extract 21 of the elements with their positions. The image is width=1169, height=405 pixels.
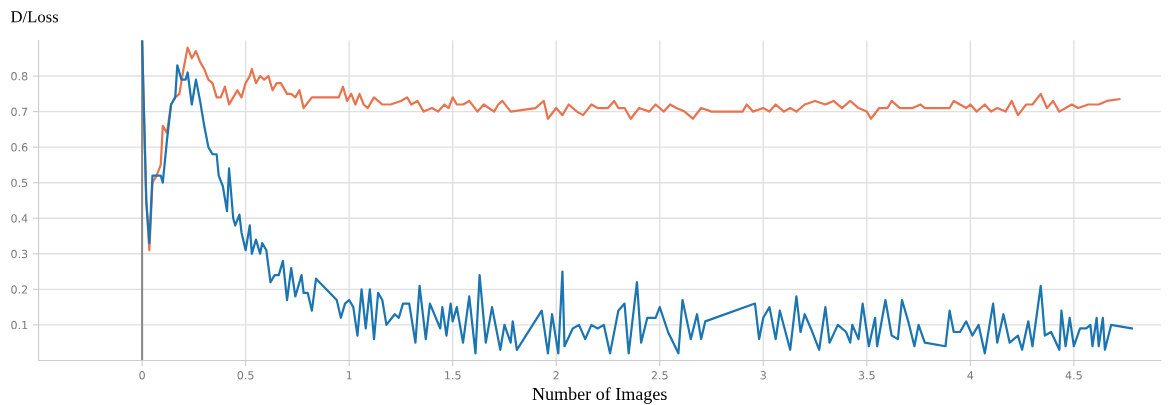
line-series: [140, 40, 1133, 355]
y-tick-label: 0.2: [11, 285, 28, 294]
y-tick-label: 0.5: [11, 178, 28, 188]
y-tick-label: 0.1: [11, 320, 28, 330]
y-tick-label: 0.4: [11, 214, 28, 223]
y-tick-label: 0.8: [11, 72, 28, 81]
chart-title: D/Loss: [11, 11, 59, 23]
x-tick-label: 3.5: [858, 371, 875, 380]
x-tick-label: 2: [553, 371, 559, 380]
x-tick-label: 4.5: [1065, 371, 1082, 380]
x-tick-label: 1: [346, 371, 352, 380]
x-axis-title: Number of Images: [532, 387, 667, 404]
y-tick-label: 0.3: [11, 249, 28, 259]
y-tick-label: 0.7: [11, 107, 28, 116]
x-tick-label: 3: [760, 371, 766, 380]
x-tick-label: 4: [967, 371, 974, 380]
x-tick-label: 2.5: [651, 371, 668, 380]
x-tick-label: 0.5: [237, 371, 254, 380]
y-tick-label: 0.6: [11, 143, 28, 152]
x-tick-label: 0: [139, 371, 145, 380]
x-tick-label: 1.5: [445, 371, 461, 380]
